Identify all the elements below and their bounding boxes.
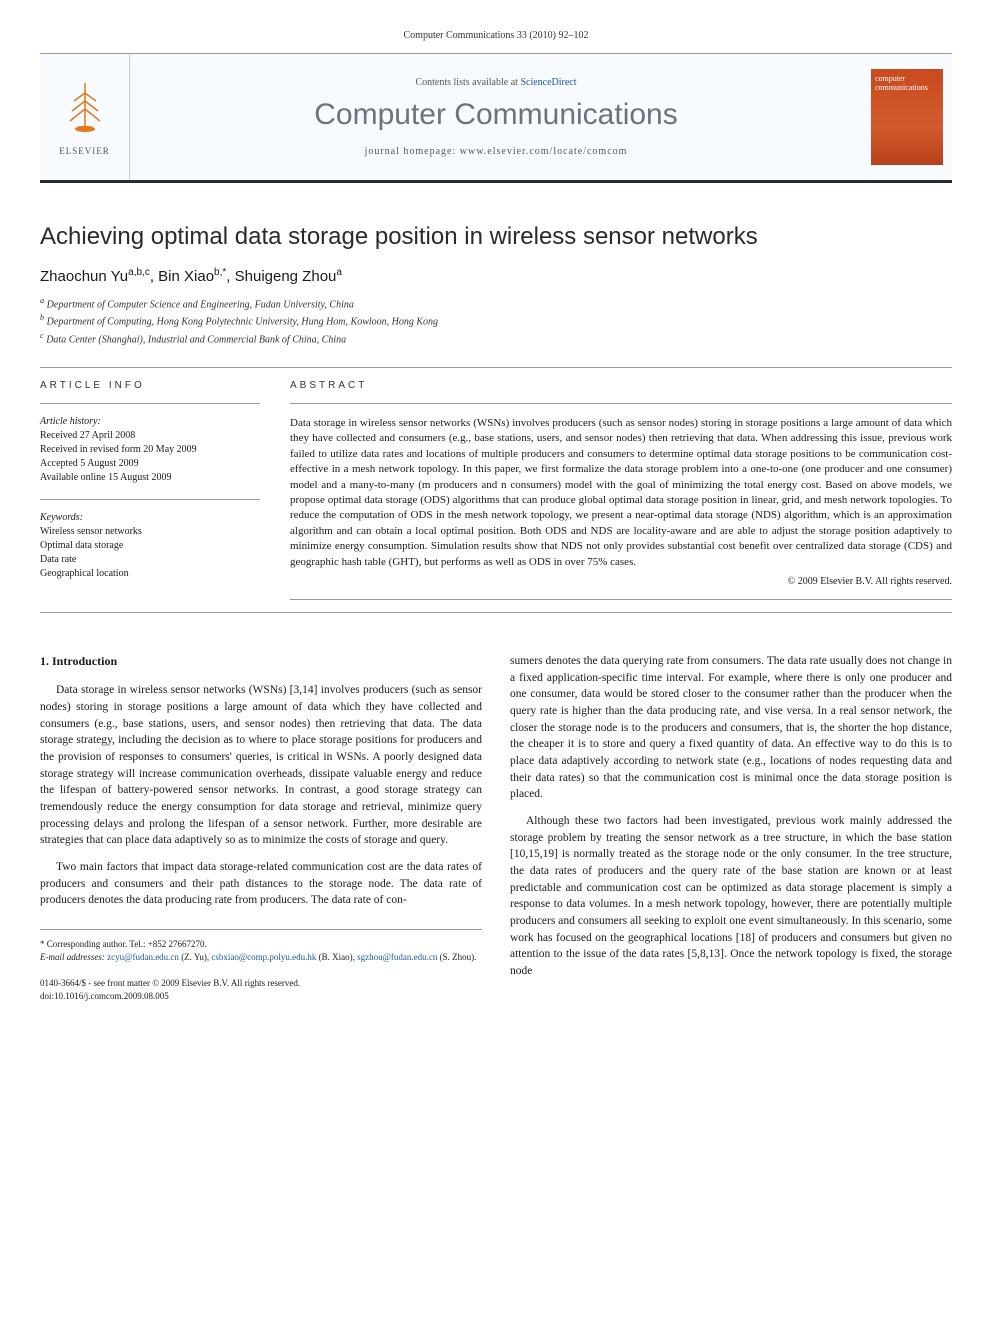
rule-abstract: [290, 403, 952, 404]
corresponding-author-block: * Corresponding author. Tel.: +852 27667…: [40, 929, 482, 963]
email-who-2: (S. Zhou): [440, 952, 475, 962]
affiliation-text: Department of Computing, Hong Kong Polyt…: [47, 317, 438, 328]
keyword-1: Optimal data storage: [40, 539, 260, 553]
abstract-copyright: © 2009 Elsevier B.V. All rights reserved…: [290, 576, 952, 587]
body-left-column: 1. Introduction Data storage in wireless…: [40, 653, 482, 1003]
contents-prefix: Contents lists available at: [415, 77, 520, 88]
affiliation-b: b Department of Computing, Hong Kong Pol…: [40, 312, 952, 329]
article-title: Achieving optimal data storage position …: [40, 223, 952, 251]
doi-block: 0140-3664/$ - see front matter © 2009 El…: [40, 977, 482, 1002]
email-line: E-mail addresses: zcyu@fudan.edu.cn (Z. …: [40, 951, 482, 964]
author-1: Bin Xiaob,*: [158, 268, 226, 285]
elsevier-logo: ELSEVIER: [50, 72, 120, 162]
abstract-text: Data storage in wireless sensor networks…: [290, 416, 952, 570]
journal-banner: ELSEVIER Contents lists available at Sci…: [40, 53, 952, 183]
affiliation-mark: c: [40, 331, 44, 340]
history-line-3: Available online 15 August 2009: [40, 471, 260, 485]
homepage-prefix: journal homepage:: [365, 146, 460, 157]
article-info-heading: ARTICLE INFO: [40, 380, 260, 391]
running-head-citation: Computer Communications 33 (2010) 92–102: [40, 30, 952, 41]
affiliation-text: Data Center (Shanghai), Industrial and C…: [46, 334, 346, 345]
keyword-3: Geographical location: [40, 567, 260, 581]
corresponding-line: * Corresponding author. Tel.: +852 27667…: [40, 938, 482, 951]
keywords-label: Keywords:: [40, 512, 260, 523]
homepage-url[interactable]: www.elsevier.com/locate/comcom: [460, 146, 628, 157]
affiliation-mark: b: [40, 313, 44, 322]
journal-cover-thumbnail: computer communications: [871, 69, 943, 165]
keyword-2: Data rate: [40, 553, 260, 567]
author-marks: b,*: [214, 267, 226, 278]
email-who-0: (Z. Yu): [181, 952, 207, 962]
email-2[interactable]: sgzhou@fudan.edu.cn: [357, 952, 437, 962]
doi-line: doi:10.1016/j.comcom.2009.08.005: [40, 990, 482, 1003]
info-abstract-row: ARTICLE INFO Article history: Received 2…: [40, 380, 952, 612]
author-name: Zhaochun Yu: [40, 268, 128, 285]
publisher-logo-cell: ELSEVIER: [40, 54, 130, 180]
author-0: Zhaochun Yua,b,c: [40, 268, 150, 285]
elsevier-tree-icon: [60, 79, 110, 142]
author-marks: a,b,c: [128, 267, 150, 278]
left-para-0: Data storage in wireless sensor networks…: [40, 682, 482, 849]
rule-info-2: [40, 499, 260, 500]
journal-name: Computer Communications: [314, 98, 677, 132]
right-para-0: sumers denotes the data querying rate fr…: [510, 653, 952, 803]
body-right-column: sumers denotes the data querying rate fr…: [510, 653, 952, 1003]
rule-info-1: [40, 403, 260, 404]
journal-homepage-line: journal homepage: www.elsevier.com/locat…: [365, 146, 628, 157]
abstract-column: ABSTRACT Data storage in wireless sensor…: [290, 380, 952, 612]
affiliation-text: Department of Computer Science and Engin…: [47, 299, 354, 310]
affiliation-c: c Data Center (Shanghai), Industrial and…: [40, 330, 952, 347]
contents-available-line: Contents lists available at ScienceDirec…: [415, 77, 576, 88]
section-1-heading: 1. Introduction: [40, 653, 482, 670]
publisher-name: ELSEVIER: [59, 146, 110, 156]
rule-above-info: [40, 367, 952, 368]
sciencedirect-link[interactable]: ScienceDirect: [520, 77, 576, 88]
keywords-block: Keywords: Wireless sensor networks Optim…: [40, 512, 260, 581]
rule-below-info: [40, 612, 952, 613]
body-two-column: 1. Introduction Data storage in wireless…: [40, 653, 952, 1003]
cover-title: computer communications: [875, 75, 939, 93]
history-line-0: Received 27 April 2008: [40, 429, 260, 443]
banner-center: Contents lists available at ScienceDirec…: [130, 54, 862, 180]
issn-line: 0140-3664/$ - see front matter © 2009 El…: [40, 977, 482, 990]
email-1[interactable]: csbxiao@comp.polyu.edu.hk: [211, 952, 316, 962]
author-list: Zhaochun Yua,b,c, Bin Xiaob,*, Shuigeng …: [40, 267, 952, 285]
rule-below-abstract: [290, 599, 952, 600]
history-line-2: Accepted 5 August 2009: [40, 457, 260, 471]
affiliation-a: a Department of Computer Science and Eng…: [40, 295, 952, 312]
affiliation-list: a Department of Computer Science and Eng…: [40, 295, 952, 347]
left-para-1: Two main factors that impact data storag…: [40, 859, 482, 909]
author-2: Shuigeng Zhoua: [235, 268, 342, 285]
author-name: Shuigeng Zhou: [235, 268, 337, 285]
history-line-1: Received in revised form 20 May 2009: [40, 443, 260, 457]
email-0[interactable]: zcyu@fudan.edu.cn: [107, 952, 179, 962]
right-para-1: Although these two factors had been inve…: [510, 813, 952, 980]
affiliation-mark: a: [40, 296, 44, 305]
email-who-1: (B. Xiao): [319, 952, 353, 962]
cover-thumbnail-cell: computer communications: [862, 54, 952, 180]
abstract-heading: ABSTRACT: [290, 380, 952, 391]
author-name: Bin Xiao: [158, 268, 214, 285]
history-label: Article history:: [40, 416, 260, 427]
email-label: E-mail addresses:: [40, 952, 105, 962]
article-history-block: Article history: Received 27 April 2008 …: [40, 416, 260, 485]
author-marks: a: [336, 267, 342, 278]
article-info-column: ARTICLE INFO Article history: Received 2…: [40, 380, 260, 612]
keyword-0: Wireless sensor networks: [40, 525, 260, 539]
